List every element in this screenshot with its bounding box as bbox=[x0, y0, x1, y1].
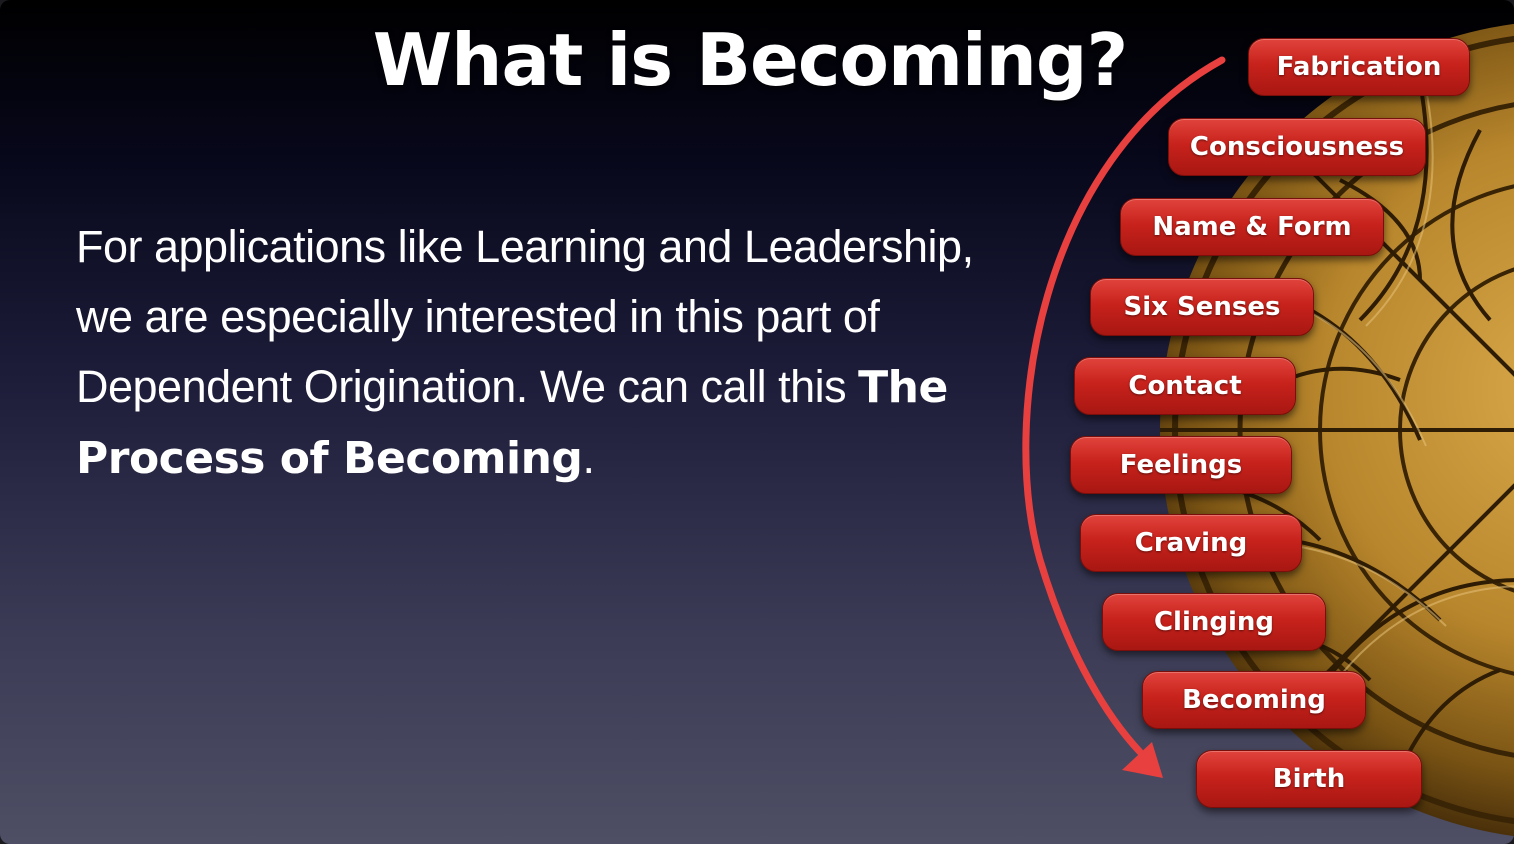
slide-title: What is Becoming? bbox=[372, 18, 1128, 102]
chain-link-consciousness: Consciousness bbox=[1168, 118, 1426, 176]
slide-body-text: For applications like Learning and Leade… bbox=[76, 212, 996, 494]
chain-link-feelings: Feelings bbox=[1070, 436, 1292, 494]
chain-link-becoming: Becoming bbox=[1142, 671, 1366, 729]
chain-link-clinging: Clinging bbox=[1102, 593, 1326, 651]
chain-link-six-senses: Six Senses bbox=[1090, 278, 1314, 336]
chain-link-craving: Craving bbox=[1080, 514, 1302, 572]
chain-link-birth: Birth bbox=[1196, 750, 1422, 808]
chain-link-name-and-form: Name & Form bbox=[1120, 198, 1384, 256]
chain-link-fabrication: Fabrication bbox=[1248, 38, 1470, 96]
body-text-emphasis: The Process of Becoming bbox=[76, 362, 948, 484]
body-text-suffix: . bbox=[582, 432, 595, 483]
chain-link-contact: Contact bbox=[1074, 357, 1296, 415]
body-text-plain: For applications like Learning and Leade… bbox=[76, 221, 974, 412]
